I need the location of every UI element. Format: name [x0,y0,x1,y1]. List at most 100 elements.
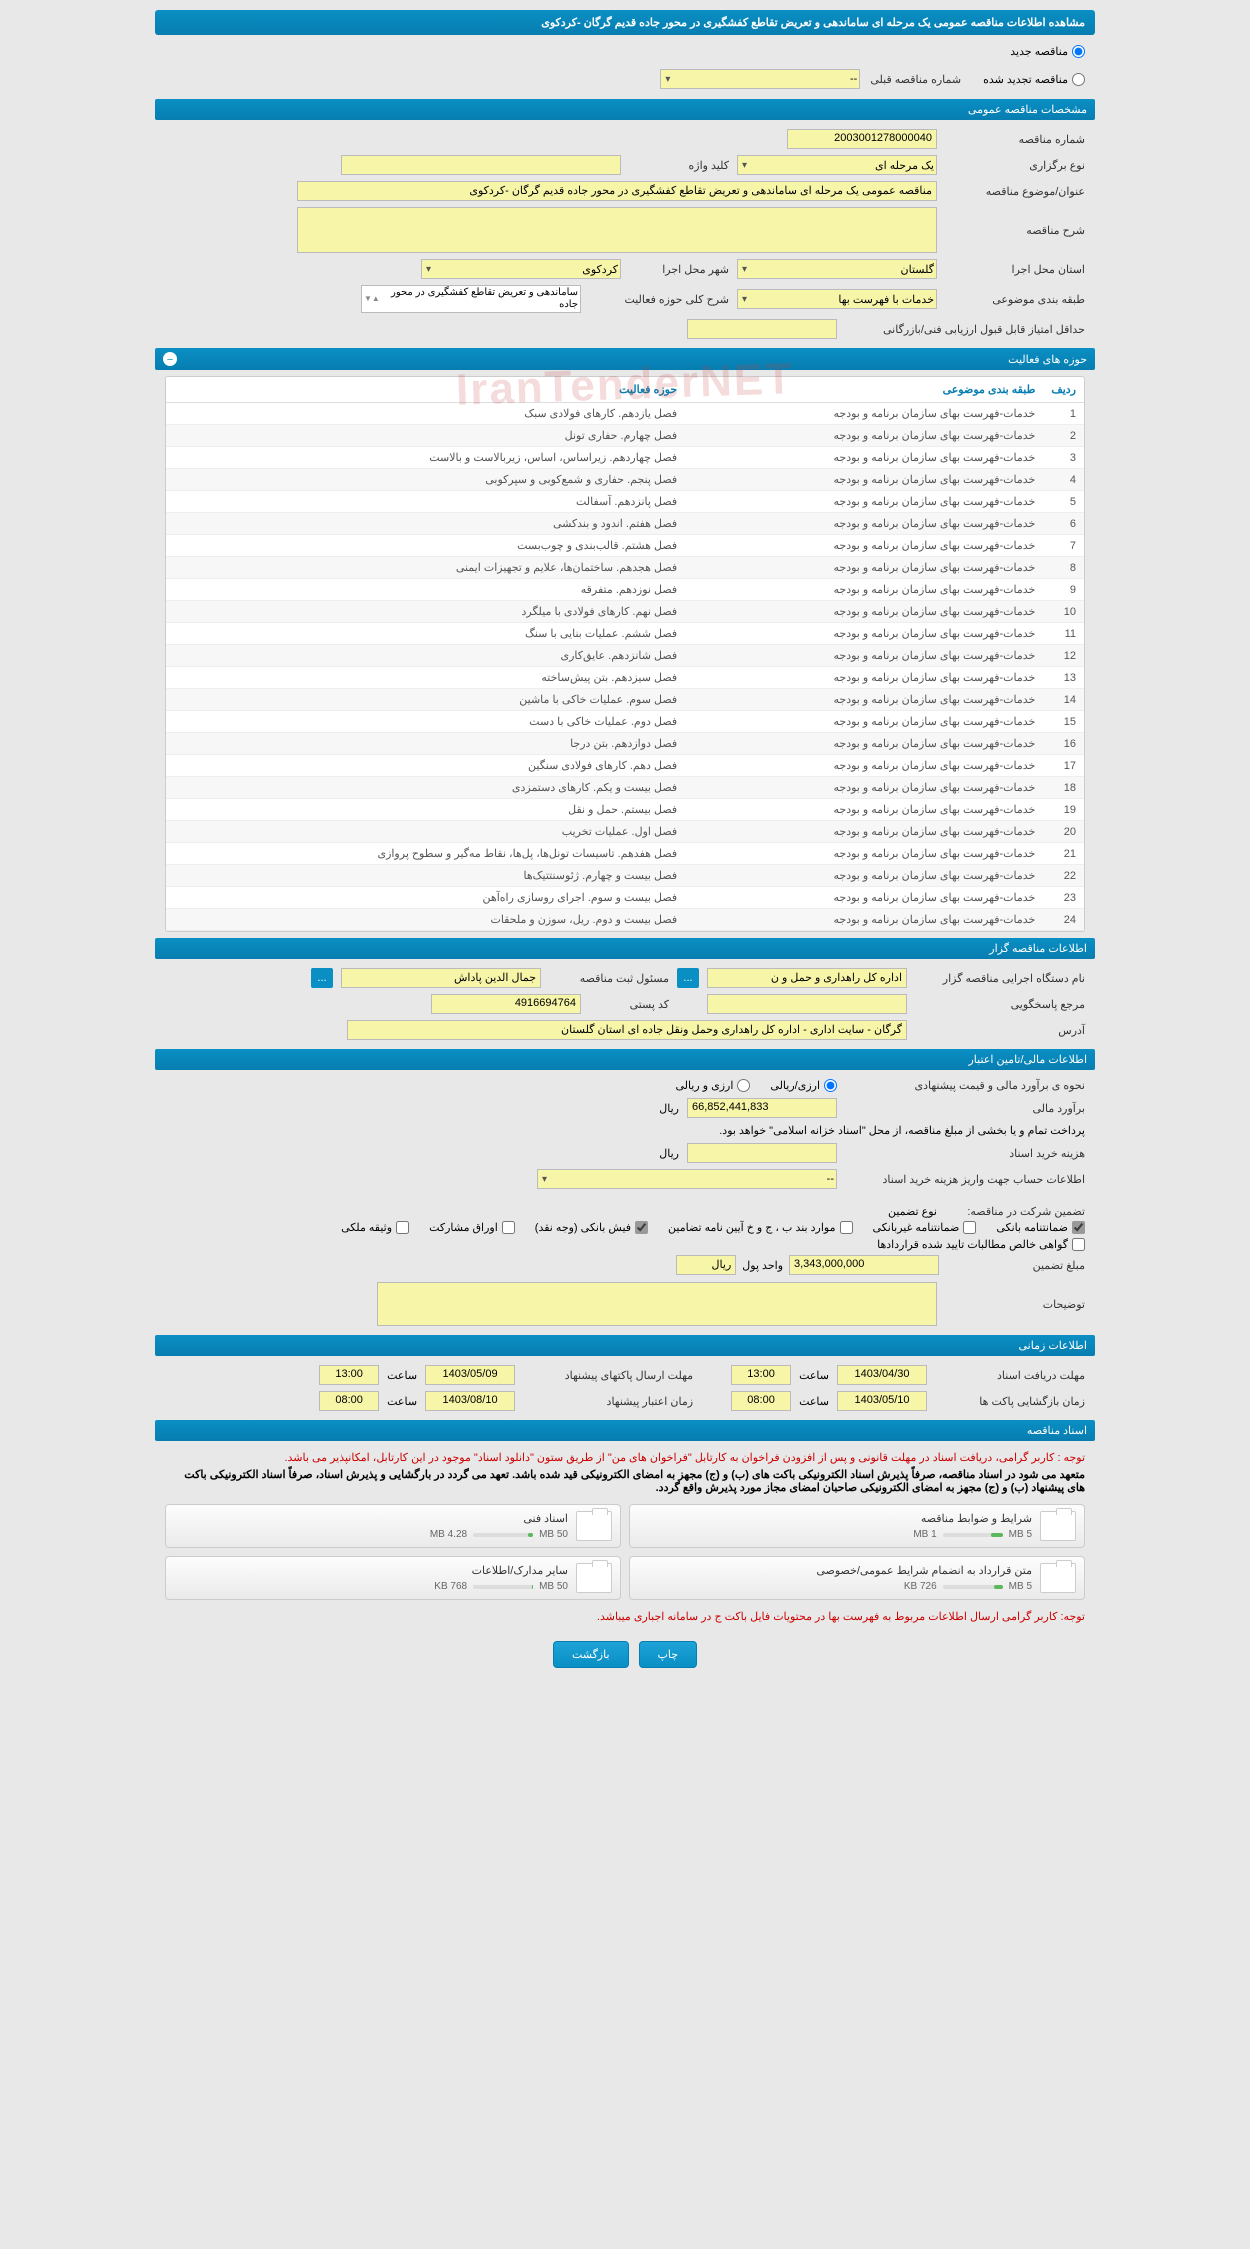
send-date[interactable]: 1403/05/09 [425,1365,515,1385]
row-field: فصل یازدهم. کارهای فولادی سبک [166,403,685,425]
doc-title: شرایط و ضوابط مناقصه [638,1512,1032,1525]
prev-no-select[interactable]: -- ▾ [660,69,860,89]
checkbox-input[interactable] [396,1221,409,1234]
guarantee-checkbox[interactable]: ضمانتنامه غیربانکی [873,1221,977,1234]
address-field[interactable]: گرگان - سایت اداری - اداره کل راهداری وح… [347,1020,907,1040]
collapse-icon[interactable]: – [163,352,177,366]
doc-card[interactable]: اسناد فنی 50 MB 4.28 MB [165,1504,621,1548]
subject-field[interactable]: مناقصه عمومی یک مرحله ای ساماندهی و تعری… [297,181,937,201]
open-time[interactable]: 08:00 [731,1391,791,1411]
type-label: نوع برگزاری [945,159,1085,172]
doc-fee-field[interactable] [687,1143,837,1163]
scroll-icon: ▲▼ [364,294,380,304]
back-button[interactable]: بازگشت [553,1641,629,1668]
ref-field[interactable] [707,994,907,1014]
doc-cap: 50 MB [539,1581,568,1592]
radio-rial-input[interactable] [824,1079,837,1092]
doc-card[interactable]: شرایط و ضوابط مناقصه 5 MB 1 MB [629,1504,1085,1548]
checkbox-label: فیش بانکی (وجه نقد) [535,1221,631,1234]
radio-renewed-tender[interactable]: مناقصه تجدید شده [983,73,1085,86]
desc-field[interactable] [297,207,937,253]
checkbox-label: موارد بند ب ، ج و خ آیین نامه تضامین [668,1221,835,1234]
type-value: یک مرحله ای [875,159,934,172]
row-idx: 16 [1043,733,1084,755]
post-field[interactable]: 4916694764 [431,994,581,1014]
guarantee-label: تضمین شرکت در مناقصه: [945,1205,1085,1218]
open-date[interactable]: 1403/05/10 [837,1391,927,1411]
radio-new-tender[interactable]: مناقصه جدید [1010,45,1085,58]
radio-currency-label: ارزی و ریالی [675,1079,733,1092]
recv-date[interactable]: 1403/04/30 [837,1365,927,1385]
doc-card[interactable]: متن قرارداد به انضمام شرایط عمومی/خصوصی … [629,1556,1085,1600]
radio-currency-input[interactable] [737,1079,750,1092]
row-field: فصل دهم. کارهای فولادی سنگین [166,755,685,777]
checkbox-label: ضمانتنامه غیربانکی [873,1221,960,1234]
checkbox-input[interactable] [963,1221,976,1234]
city-select[interactable]: کردکوی ▾ [421,259,621,279]
doc-size: 1 MB [913,1529,936,1540]
org-lookup-button[interactable]: ... [677,968,699,988]
row-cat: خدمات-فهرست بهای سازمان برنامه و بودجه [685,909,1043,931]
radio-currency[interactable]: ارزی و ریالی [675,1079,750,1092]
notes-field[interactable] [377,1282,937,1326]
min-score-field[interactable] [687,319,837,339]
print-button[interactable]: چاپ [639,1641,698,1668]
radio-rial[interactable]: ارزی/ریالی [770,1079,837,1092]
send-time[interactable]: 13:00 [319,1365,379,1385]
guarantee-checkbox[interactable]: گواهی خالص مطالبات تایید شده قراردادها [877,1238,1085,1251]
validity-date[interactable]: 1403/08/10 [425,1391,515,1411]
section-activities[interactable]: حوزه های فعالیت – [155,348,1095,370]
doc-size: 768 KB [434,1581,467,1592]
radio-new-input[interactable] [1072,45,1085,58]
col-idx: ردیف [1043,377,1084,403]
row-idx: 22 [1043,865,1084,887]
estimate-amount-field[interactable]: 66,852,441,833 [687,1098,837,1118]
recv-time[interactable]: 13:00 [731,1365,791,1385]
guarantee-checkbox[interactable]: موارد بند ب ، ج و خ آیین نامه تضامین [668,1221,852,1234]
row-cat: خدمات-فهرست بهای سازمان برنامه و بودجه [685,535,1043,557]
doc-size: 726 KB [904,1581,937,1592]
row-field: فصل چهارم. حفاری تونل [166,425,685,447]
province-select[interactable]: گلستان ▾ [737,259,937,279]
checkbox-input[interactable] [840,1221,853,1234]
section-general: مشخصات مناقصه عمومی [155,99,1095,120]
checkbox-input[interactable] [1072,1238,1085,1251]
unit-field[interactable]: ریال [676,1255,736,1275]
doc-card[interactable]: سایر مدارک/اطلاعات 50 MB 768 KB [165,1556,621,1600]
currency-unit: ریال [659,1102,679,1115]
guarantee-checkbox[interactable]: وثیقه ملکی [341,1221,409,1234]
table-row: 9 خدمات-فهرست بهای سازمان برنامه و بودجه… [166,579,1084,601]
keyword-field[interactable] [341,155,621,175]
row-idx: 12 [1043,645,1084,667]
estimate-amount-label: برآورد مالی [845,1102,1085,1115]
checkbox-input[interactable] [635,1221,648,1234]
row-idx: 2 [1043,425,1084,447]
guarantee-checkbox[interactable]: فیش بانکی (وجه نقد) [535,1221,648,1234]
doc-title: سایر مدارک/اطلاعات [174,1564,568,1577]
checkbox-input[interactable] [502,1221,515,1234]
checkbox-input[interactable] [1072,1221,1085,1234]
activity-desc-select[interactable]: ساماندهی و تعریض تقاطع کفشگیری در محور ج… [361,285,581,313]
row-cat: خدمات-فهرست بهای سازمان برنامه و بودجه [685,601,1043,623]
account-label: اطلاعات حساب جهت واریز هزینه خرید اسناد [845,1173,1085,1186]
row-cat: خدمات-فهرست بهای سازمان برنامه و بودجه [685,865,1043,887]
row-field: فصل بیست و دوم. ریل، سوزن و ملحقات [166,909,685,931]
category-select[interactable]: خدمات با فهرست بها ▾ [737,289,937,309]
radio-renewed-input[interactable] [1072,73,1085,86]
row-cat: خدمات-فهرست بهای سازمان برنامه و بودجه [685,491,1043,513]
row-field: فصل بیستم. حمل و نقل [166,799,685,821]
guarantee-checkbox[interactable]: اوراق مشارکت [429,1221,515,1234]
guarantee-checkbox[interactable]: ضمانتنامه بانکی [996,1221,1085,1234]
province-value: گلستان [901,263,934,276]
type-select[interactable]: یک مرحله ای ▾ [737,155,937,175]
guarantee-amount-field[interactable]: 3,343,000,000 [789,1255,939,1275]
row-cat: خدمات-فهرست بهای سازمان برنامه و بودجه [685,469,1043,491]
validity-time-label: ساعت [387,1395,417,1408]
category-label: طبقه بندی موضوعی [945,293,1085,306]
responsible-lookup-button[interactable]: ... [311,968,333,988]
row-field: فصل هفدهم. تاسیسات تونل‌ها، پل‌ها، نقاط … [166,843,685,865]
min-score-label: حداقل امتیاز قابل قبول ارزیابی فنی/بازرگ… [845,323,1085,336]
account-select[interactable]: -- ▾ [537,1169,837,1189]
validity-time[interactable]: 08:00 [319,1391,379,1411]
send-time-label: ساعت [387,1369,417,1382]
